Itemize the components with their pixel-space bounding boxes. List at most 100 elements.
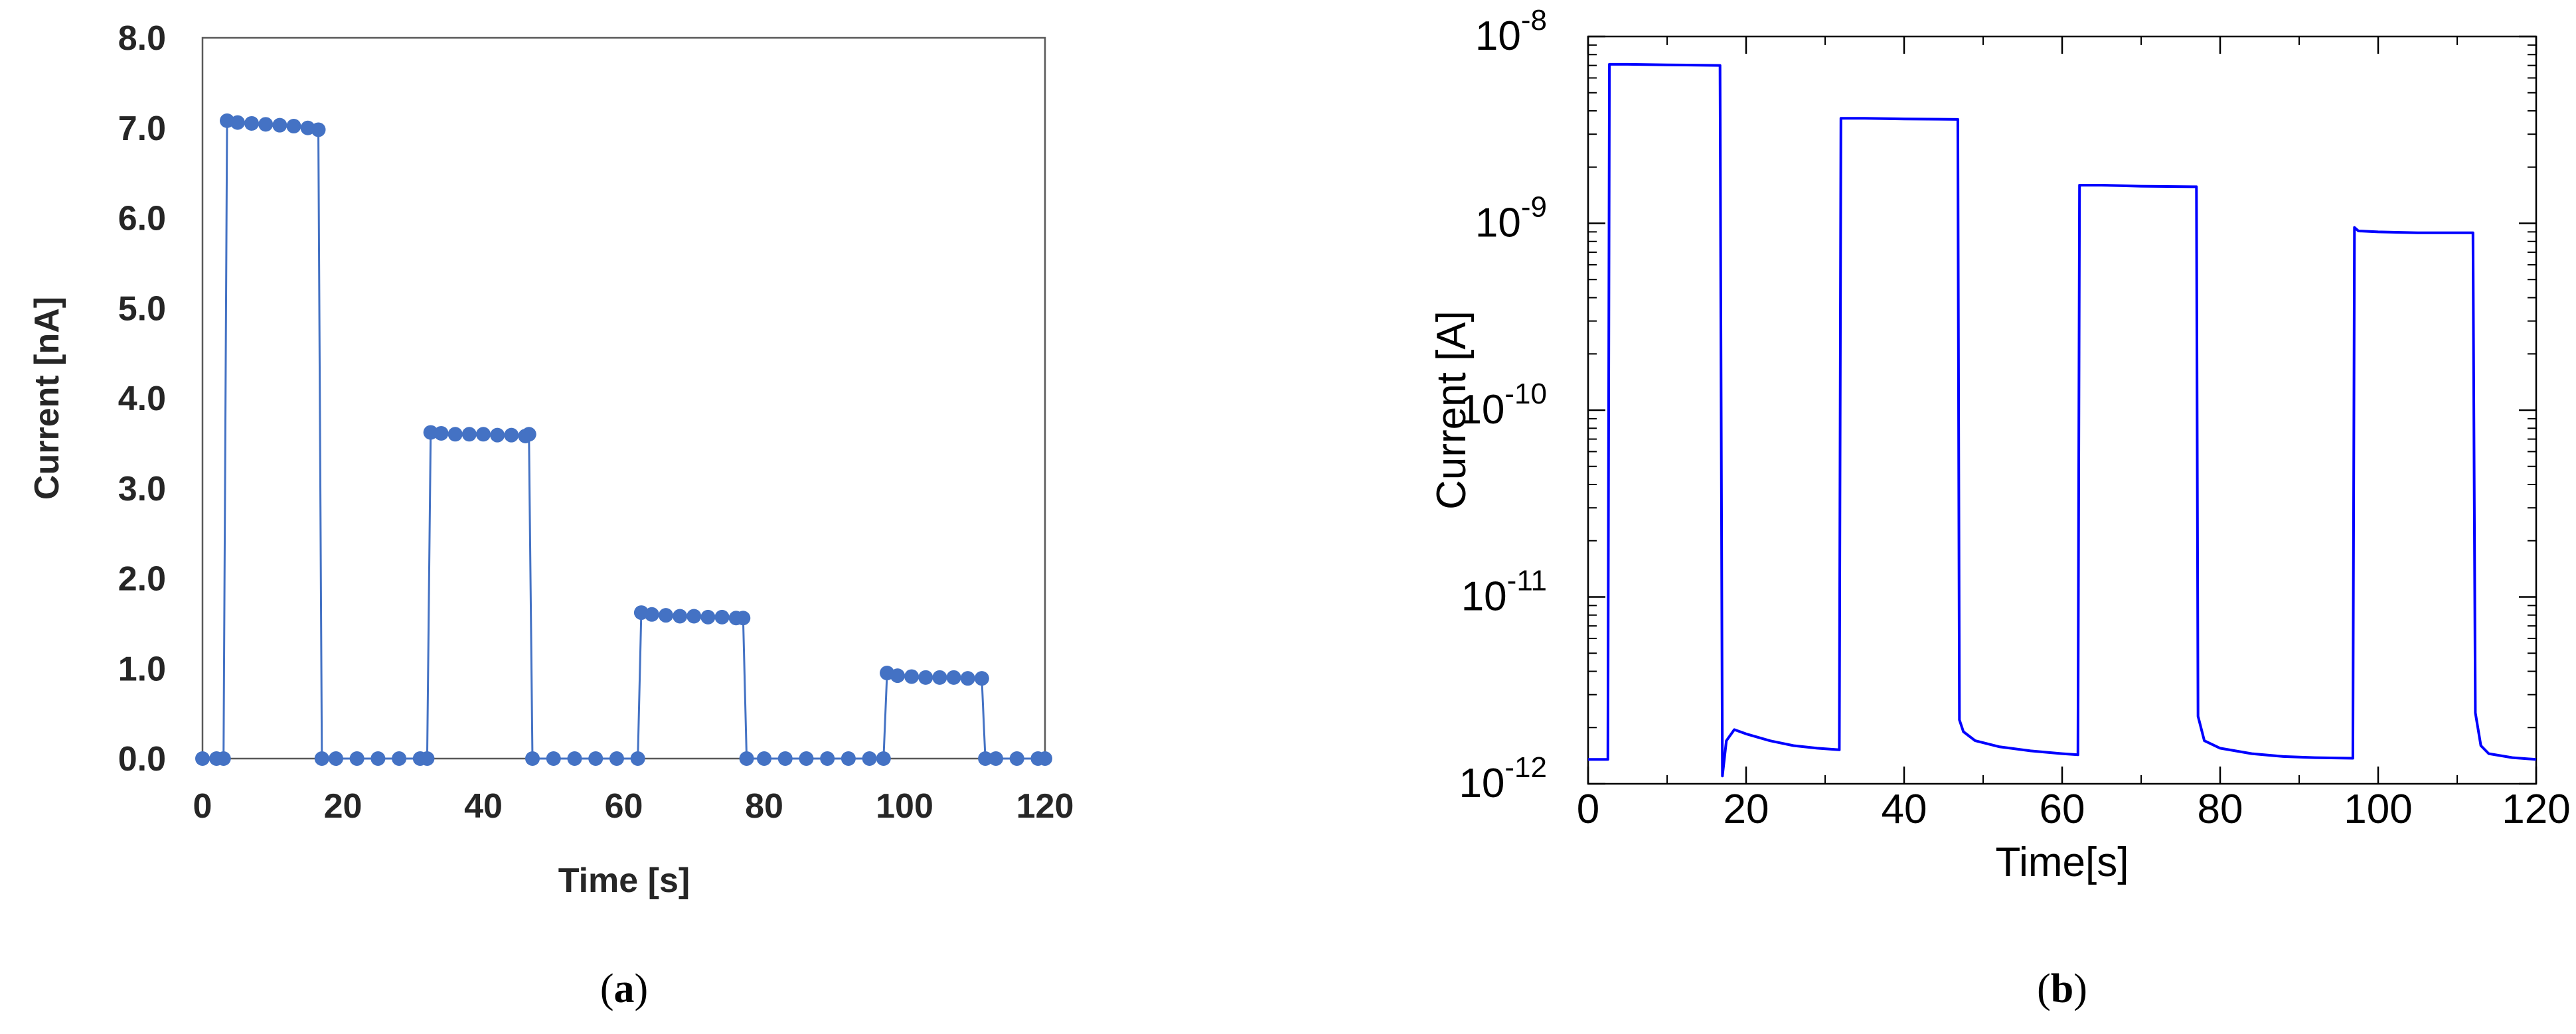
data-point-a [423,425,438,440]
data-point-a [244,115,260,131]
y-tick-label-a: 0.0 [118,740,166,778]
x-tick-label-a: 80 [745,787,783,826]
x-tick-label-b: 60 [2040,786,2085,832]
y-tick-label-b: 10-9 [1475,191,1547,246]
data-point-a [988,751,1003,766]
data-point-a [862,751,877,766]
data-point-a [195,751,210,766]
y-axis-title-a: Current [nA] [28,297,66,500]
y-tick-label-b: 10-12 [1459,751,1547,806]
chart-panel-a: 0.0 1.0 2.0 3.0 4.0 5.0 6.0 7.0 8.0 0 20 40 60 80 100… [28,19,1074,900]
data-point-a [272,117,287,133]
x-tick-label-a: 40 [464,787,503,826]
data-point-a [799,751,814,766]
data-point-a [1038,751,1052,766]
data-point-a [476,427,491,442]
data-point-a [1009,751,1024,766]
y-tick-label-a: 2.0 [118,560,166,599]
data-point-a [370,751,386,766]
data-point-a [820,751,835,766]
data-point-a [609,751,624,766]
y-tick-label-a: 8.0 [118,19,166,58]
plot-frame-b [1587,35,2537,785]
y-tick-label-b: 10-11 [1461,565,1547,620]
plot-frame-a [201,37,1046,760]
y-tick-label-a: 3.0 [118,470,166,508]
series-line-a [202,119,1045,760]
data-point-a [286,119,301,134]
data-point-a [447,427,463,442]
data-point-a [504,427,519,443]
data-point-a [673,609,688,624]
x-tick-label-b: 20 [1724,786,1769,832]
y-tick-exponent-b: -12 [1504,751,1547,784]
data-point-a [521,427,536,442]
data-point-a [739,751,754,766]
x-tick-label-a: 100 [876,787,933,826]
caption-a-letter: a [614,966,635,1011]
data-point-a [644,607,659,622]
data-point-a [777,751,793,766]
data-point-a [890,668,905,684]
x-tick-label-b: 40 [1882,786,1927,832]
data-point-a [546,751,561,766]
data-point-a [757,751,771,766]
data-point-a [434,425,449,441]
data-point-a [946,670,961,685]
y-tick-label-a: 5.0 [118,289,166,328]
data-point-a [567,751,582,766]
caption-b: (b) [2037,966,2087,1011]
data-point-a [960,671,975,686]
series-a [195,113,1052,766]
data-point-a [420,751,435,766]
x-tick-label-a: 120 [1016,787,1074,826]
x-ticks-b: 0 20 40 60 80 100 120 [1577,37,2571,832]
x-tick-label-a: 60 [605,787,643,826]
x-axis-title-b: Time[s] [1996,840,2129,885]
data-point-a [258,117,274,132]
data-point-a [230,115,245,130]
data-point-a [932,670,947,685]
data-point-a [311,122,326,137]
x-tick-label-b: 120 [2502,786,2570,832]
data-point-a [349,751,364,766]
x-tick-label-b: 0 [1577,786,1599,832]
y-ticks-a: 0.0 1.0 2.0 3.0 4.0 5.0 6.0 7.0 8.0 [118,19,166,778]
data-point-a [525,751,540,766]
data-point-a [918,670,933,685]
y-tick-exponent-b: -11 [1507,565,1547,597]
y-tick-exponent-b: -10 [1504,378,1547,410]
data-point-a [904,669,920,684]
data-point-a [461,427,477,442]
x-axis-title-a: Time [s] [558,861,690,900]
data-point-a [978,751,993,766]
data-point-a [974,671,989,686]
y-tick-label-a: 1.0 [118,650,166,688]
series-line-b [1588,62,2537,778]
data-point-a [658,608,673,623]
caption-a: (a) [600,966,648,1011]
data-point-a [392,751,407,766]
caption-b-letter: b [2051,966,2073,1011]
data-point-a [630,751,645,766]
y-tick-label-b: 10-8 [1475,4,1547,59]
x-tick-label-a: 0 [193,787,212,826]
y-tick-exponent-b: -8 [1521,4,1547,37]
data-point-a [841,751,856,766]
data-point-a [588,751,604,766]
x-tick-label-b: 80 [2198,786,2243,832]
y-tick-label-a: 6.0 [118,200,166,238]
data-point-a [876,751,891,766]
y-axis-title-b: Current [A] [1429,311,1475,510]
svg-text:(a): (a) [600,966,648,1011]
y-tick-exponent-b: -9 [1521,191,1547,224]
x-tick-label-a: 20 [324,787,362,826]
data-point-a [736,611,751,626]
data-point-a [700,609,716,625]
y-tick-label-a: 4.0 [118,380,166,418]
data-point-a [490,427,505,443]
svg-text:(b): (b) [2037,966,2087,1011]
